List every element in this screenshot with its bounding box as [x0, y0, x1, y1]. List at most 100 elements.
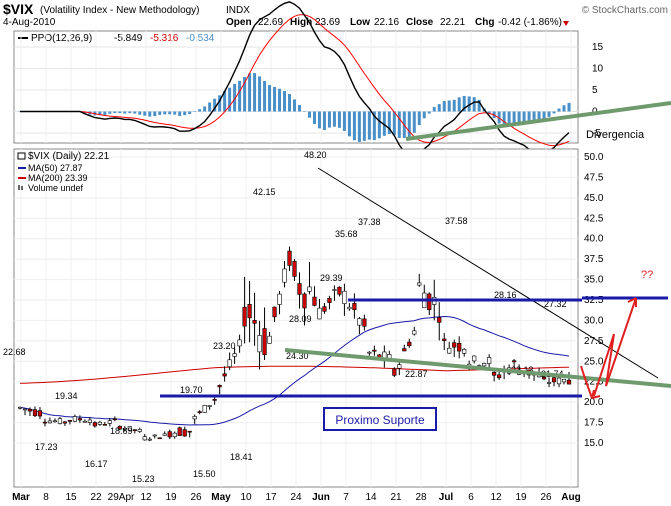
- histogram-bar: [253, 73, 257, 112]
- histogram-bar: [312, 111, 316, 125]
- price-y-tick: 45.0: [584, 193, 604, 204]
- candle-body: [42, 421, 48, 424]
- histogram-bar: [302, 111, 306, 113]
- candle-body: [412, 330, 417, 335]
- price-label: 29.39: [320, 273, 343, 283]
- histogram-bar: [218, 95, 222, 112]
- candle-body: [82, 420, 87, 423]
- candlesticks: [17, 246, 572, 442]
- histogram-bar: [437, 104, 441, 112]
- histogram-bar: [133, 111, 137, 114]
- candle-body: [27, 408, 33, 412]
- candle-body: [202, 405, 207, 413]
- histogram-bar: [382, 111, 386, 136]
- histogram-bar: [98, 111, 102, 116]
- histogram-bar: [113, 111, 117, 113]
- price-label: 18.41: [230, 452, 253, 462]
- histogram-bar: [198, 109, 202, 112]
- price-label: 17.23: [35, 442, 58, 452]
- histogram-bar: [562, 105, 566, 112]
- index-name: (Volatility Index - New Methodology): [40, 5, 200, 16]
- price-y-tick: 50.0: [584, 152, 604, 163]
- histogram-bar: [188, 111, 192, 115]
- red-arrow-down: [580, 365, 593, 399]
- volume-legend: Volume undef: [28, 183, 84, 193]
- price-label: 22.68: [3, 347, 26, 357]
- histogram-bar: [123, 111, 127, 114]
- candle-body: [257, 335, 262, 353]
- candle-body: [227, 359, 232, 368]
- histogram-bar: [228, 87, 232, 112]
- histogram-bar: [193, 111, 197, 112]
- candle-body: [442, 338, 447, 341]
- histogram-bar: [248, 73, 252, 112]
- candle-body: [332, 289, 337, 291]
- price-label: 37.58: [445, 216, 468, 226]
- ppo-y-tick: 15: [592, 42, 604, 53]
- price-label: 16.17: [85, 459, 108, 469]
- ppo-y-tick: 5: [592, 85, 598, 96]
- histogram-bar: [243, 76, 247, 112]
- price-y-tick: 27.5: [584, 336, 604, 347]
- histogram-bar: [357, 111, 361, 142]
- red-arrow-up-head: [627, 297, 637, 307]
- histogram-bar: [387, 111, 391, 134]
- histogram-bar: [532, 111, 536, 122]
- candle-body: [292, 261, 297, 277]
- x-axis: Mar 8 15 22 29Apr 12 19 26 May 10 17 24 Jun 7 14 21 28 Ju…: [12, 492, 581, 503]
- price-label: 28.16: [494, 290, 517, 300]
- high-label: High: [290, 17, 312, 28]
- histogram-bar: [377, 111, 381, 139]
- candle-body: [157, 437, 162, 440]
- candle-body: [462, 349, 467, 354]
- candle-body: [102, 424, 107, 426]
- candle-body: [77, 418, 82, 421]
- histogram-bar: [372, 111, 376, 141]
- histogram-bar: [273, 86, 277, 112]
- price-label: 35.68: [335, 229, 358, 239]
- candle-body: [232, 353, 237, 357]
- close-value: 22.21: [440, 17, 465, 28]
- volume-legend-swatch: [21, 186, 23, 190]
- price-label: 22.87: [405, 369, 428, 379]
- candle-body: [307, 286, 312, 292]
- histogram-bar: [507, 111, 511, 126]
- histogram-bar: [462, 95, 466, 112]
- price-label: 22.13: [511, 365, 534, 375]
- x-tick-label: May: [211, 492, 231, 503]
- down-arrow-icon: [563, 21, 569, 26]
- price-label: 15.50: [193, 469, 216, 479]
- support-annotation-text: Proximo Suporte: [335, 413, 425, 427]
- x-tick-label: 19: [515, 492, 527, 503]
- ppo-y-tick: -5: [592, 128, 601, 139]
- candle-body: [352, 303, 357, 311]
- price-y-tick: 30.0: [584, 315, 604, 326]
- histogram-bar: [173, 111, 177, 115]
- histogram-bar: [178, 111, 182, 117]
- candle-body: [267, 335, 272, 344]
- candle-body: [282, 268, 287, 283]
- support-annotation-box: [323, 407, 437, 431]
- ppo-signal-line: [20, 14, 570, 147]
- candle-body: [551, 377, 557, 383]
- histogram-bar: [337, 111, 341, 128]
- candle-body: [177, 427, 182, 436]
- candle-body: [317, 307, 322, 320]
- x-tick-label: 7: [343, 492, 349, 503]
- candle-body: [37, 410, 43, 417]
- x-tick-label: 6: [468, 492, 474, 503]
- histogram-bar: [327, 111, 331, 128]
- histogram-bar: [307, 111, 311, 118]
- candle-body: [97, 421, 102, 425]
- histogram-bar: [103, 111, 107, 116]
- candle-body: [142, 436, 147, 441]
- candle-body: [437, 317, 442, 323]
- price-y-tick: 42.5: [584, 213, 604, 224]
- price-y-axis: 50.0 47.5 45.0 42.5 40.0 37.5 35.0 32.5 30.0 27.5…: [584, 152, 604, 449]
- ma200-legend: MA(200) 23.39: [28, 173, 88, 183]
- ticker-symbol: $VIX: [3, 1, 34, 17]
- price-y-tick: 35.0: [584, 275, 604, 286]
- histogram-bar: [293, 99, 297, 112]
- histogram-bar: [542, 111, 546, 119]
- price-legend-swatch: [17, 152, 26, 160]
